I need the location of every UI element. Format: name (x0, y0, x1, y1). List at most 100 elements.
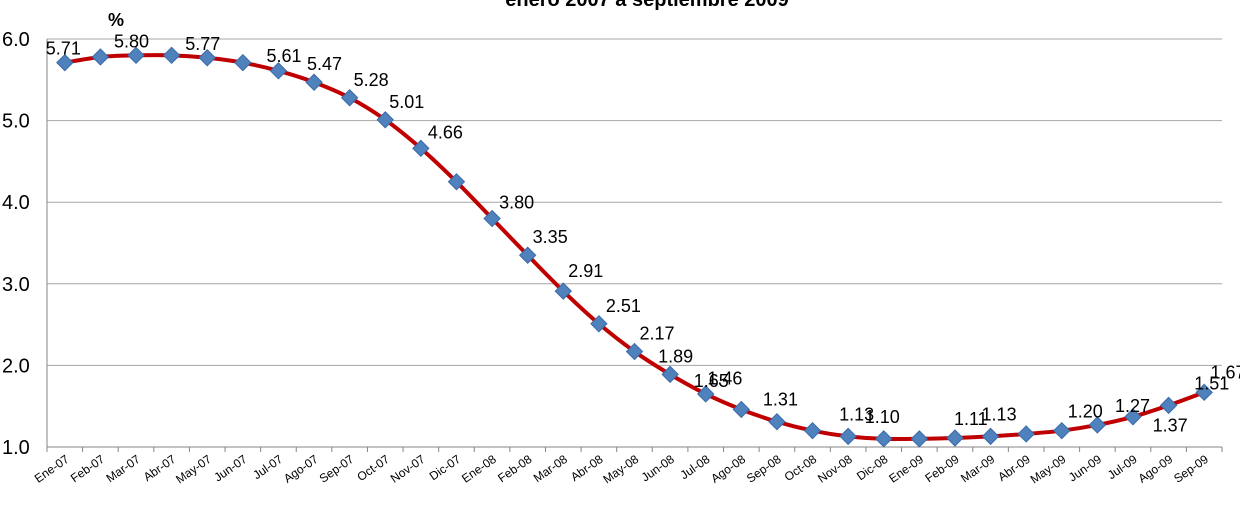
data-label: 5.28 (354, 70, 389, 90)
data-point (1053, 421, 1071, 440)
data-label: 1.51 (1194, 373, 1229, 393)
data-point (875, 430, 893, 448)
x-tick-label: Abr-08 (568, 452, 606, 484)
data-point (1159, 396, 1178, 415)
x-tick-label: Jul-09 (1105, 452, 1140, 482)
data-point (1088, 416, 1107, 434)
x-tick-label: Dic-08 (854, 452, 891, 484)
data-point (910, 430, 929, 448)
data-point (981, 427, 1000, 446)
data-label: 1.13 (839, 404, 874, 424)
x-tick-label: Ago-08 (708, 452, 748, 486)
x-tick-label: May-09 (1028, 452, 1069, 487)
data-label: 1.13 (982, 404, 1017, 424)
data-point (946, 429, 964, 447)
series-line (64, 53, 1205, 442)
data-label: 3.80 (499, 193, 534, 213)
x-tick-label: Feb-07 (68, 452, 107, 485)
data-point (839, 427, 857, 446)
y-tick-label: 3.0 (2, 274, 30, 296)
x-tick-label: Jun-09 (1066, 452, 1104, 485)
x-tick-label: Mar-08 (531, 452, 570, 485)
data-point (625, 342, 644, 361)
x-tick-label: Nov-08 (815, 452, 855, 486)
y-tick-label: 2.0 (2, 355, 30, 377)
x-tick-label: Ago-09 (1136, 452, 1176, 486)
series-markers (56, 46, 1213, 448)
data-point (269, 62, 288, 80)
data-point (198, 49, 216, 67)
data-point (234, 53, 252, 72)
data-label: 5.80 (114, 31, 149, 51)
data-point (518, 246, 537, 264)
y-axis: 1.0 2.0 3.0 4.0 5.0 6.0 (2, 29, 48, 459)
x-tick-label: Mar-07 (104, 452, 143, 485)
data-point (697, 385, 715, 403)
x-tick-label: Mar-09 (958, 452, 997, 485)
data-label: 5.47 (307, 54, 342, 74)
data-label: 1.11 (954, 409, 988, 429)
data-label: 4.66 (428, 122, 463, 142)
x-tick-label: Jul-07 (250, 452, 285, 482)
x-tick-label: Nov-07 (388, 452, 428, 486)
data-label: 1.31 (763, 390, 798, 410)
data-labels: 5.71 5.80 5.77 5.61 5.47 5.285.014.66 3.80 3.35… (46, 31, 1240, 435)
data-point (340, 89, 359, 107)
x-tick-label: Sep-09 (1171, 452, 1211, 486)
data-label: 1.67 (1210, 362, 1240, 382)
x-tick-label: Ene-07 (32, 452, 72, 486)
y-axis-unit-label: % (108, 10, 124, 30)
x-tick-label: Oct-08 (782, 452, 820, 484)
x-tick-label: May-07 (173, 452, 214, 487)
data-label: 1.37 (1153, 415, 1188, 435)
x-tick-label: Dic-07 (427, 452, 464, 484)
data-point (447, 173, 466, 191)
data-point (91, 48, 110, 66)
data-label: 1.10 (865, 407, 900, 427)
gridlines (47, 38, 1222, 366)
x-tick-label: Abr-07 (141, 452, 179, 484)
data-label: 1.89 (658, 346, 693, 366)
data-label: 2.51 (606, 296, 641, 316)
data-label: 5.77 (185, 34, 220, 54)
data-point (803, 421, 822, 440)
data-point (162, 46, 181, 65)
x-tick-label: Abr-09 (995, 452, 1033, 484)
x-tick-label: May-08 (600, 452, 641, 487)
x-tick-label: Jun-07 (211, 452, 249, 485)
data-point (56, 53, 74, 72)
data-point (732, 400, 751, 419)
data-label: 2.91 (568, 261, 603, 281)
x-tick-label: Ene-08 (459, 452, 499, 486)
x-tick-label: Ago-07 (281, 452, 321, 486)
data-label: 2.17 (640, 324, 675, 344)
data-label: 1.46 (707, 368, 742, 388)
series-path (64, 53, 1205, 442)
data-point (412, 139, 430, 158)
data-point (1195, 383, 1213, 402)
x-tick-label: Feb-08 (495, 452, 534, 485)
data-point (1017, 425, 1035, 443)
data-label: 1.27 (1115, 396, 1150, 416)
data-label: 1.20 (1068, 402, 1103, 422)
data-label: 5.61 (266, 46, 301, 66)
data-point (661, 365, 679, 384)
x-tick-label: Feb-09 (922, 452, 961, 485)
data-point (376, 111, 394, 129)
y-tick-label: 1.0 (2, 437, 30, 459)
data-point (483, 209, 501, 228)
y-tick-label: 5.0 (2, 111, 30, 133)
x-tick-label: Sep-07 (317, 452, 357, 486)
data-label: 3.35 (533, 227, 568, 247)
data-point (590, 315, 608, 333)
data-point (127, 46, 145, 65)
data-label: 5.01 (389, 92, 424, 112)
x-tick-label: Jun-08 (639, 452, 677, 485)
data-point (305, 73, 323, 91)
y-tick-label: 6.0 (2, 29, 30, 51)
y-tick-label: 4.0 (2, 192, 30, 214)
chart-title: enero 2007 a septiembre 2009 (505, 0, 789, 11)
x-tick-label: Jul-08 (678, 452, 713, 482)
